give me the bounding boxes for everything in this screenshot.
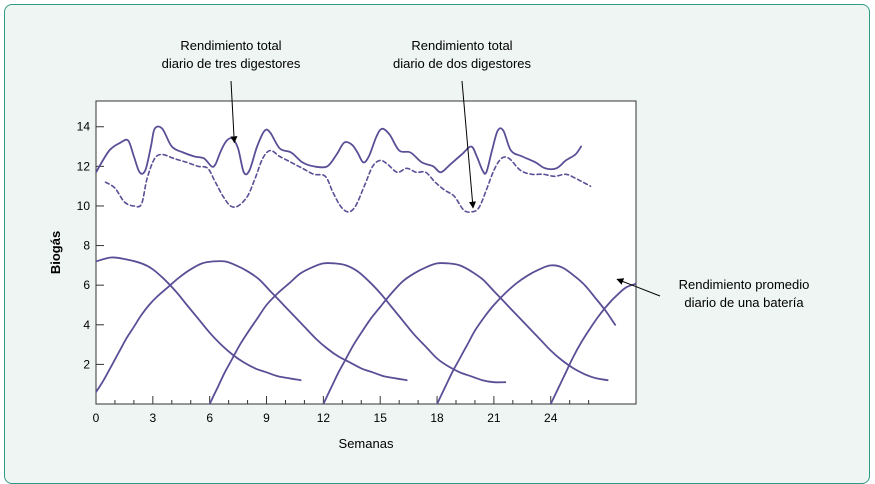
x-axis: 0 3 6 9 12 15 18 21 24 [93, 396, 590, 425]
annotation-text: Rendimiento total [180, 38, 281, 53]
annotation-text: Rendimiento promedio [679, 277, 810, 292]
y-tick-label: 8 [83, 239, 90, 253]
x-tick-label: 15 [374, 411, 388, 425]
annotation-arrow [230, 80, 238, 144]
y-tick-label: 2 [83, 357, 90, 371]
y-axis: 2 4 6 8 10 12 14 [77, 120, 104, 371]
series-layer [96, 125, 636, 404]
series-line-5 [208, 262, 507, 404]
series-line-2 [104, 149, 592, 213]
series-line-6 [322, 262, 609, 404]
annotation-text: diario de tres digestores [162, 56, 301, 71]
x-tick-label: 18 [430, 411, 444, 425]
annotation-arrow [616, 278, 661, 297]
annotation-arrow [461, 80, 476, 209]
x-tick-label: 24 [544, 411, 558, 425]
x-tick-label: 12 [317, 411, 331, 425]
annotation-layer: Rendimiento total diario de tres digestor… [162, 38, 810, 310]
x-tick-label: 0 [93, 411, 100, 425]
series-line-8 [549, 282, 636, 404]
y-tick-label: 10 [77, 199, 91, 213]
annotation-text: Rendimiento total [411, 38, 512, 53]
x-tick-label: 3 [149, 411, 156, 425]
plot-area [95, 100, 637, 405]
x-tick-label: 21 [487, 411, 501, 425]
y-tick-label: 4 [83, 318, 90, 332]
y-tick-label: 12 [77, 159, 91, 173]
annotation-2: Rendimiento total diario de dos digestore… [393, 38, 532, 209]
annotation-text: diario de una batería [684, 295, 804, 310]
series-line-3 [96, 256, 302, 382]
y-tick-label: 6 [83, 278, 90, 292]
x-tick-label: 6 [206, 411, 213, 425]
y-tick-label: 14 [77, 120, 91, 134]
series-line-1 [96, 125, 582, 176]
x-tick-label: 9 [263, 411, 270, 425]
annotation-1: Rendimiento total diario de tres digestor… [162, 38, 301, 144]
x-axis-title: Semanas [339, 436, 394, 451]
annotation-3: Rendimiento promedio diario de una baterí… [616, 277, 810, 310]
series-line-7 [436, 264, 617, 404]
y-axis-title: Biogás [48, 231, 63, 274]
series-line-4 [96, 260, 408, 393]
annotation-text: diario de dos digestores [393, 56, 532, 71]
